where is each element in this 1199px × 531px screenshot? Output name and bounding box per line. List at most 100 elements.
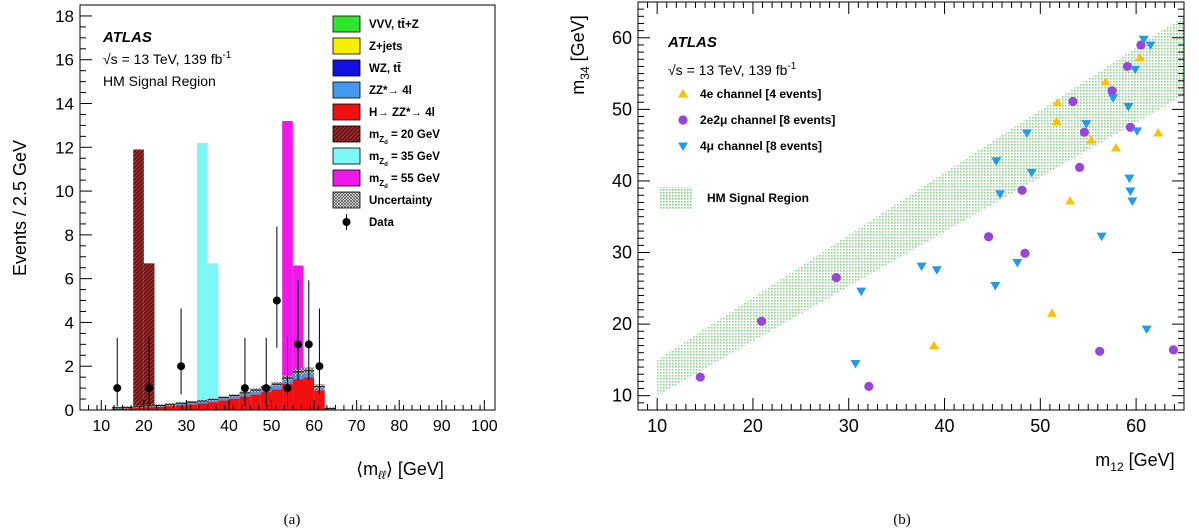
region-label-a: HM Signal Region <box>103 73 216 89</box>
event-marker-circle <box>756 316 767 326</box>
background-bar-h <box>154 406 166 410</box>
histogram-axis-ticks: 10 20 30 40 50 60 70 80 90 100 0 2 4 6 8 10 12 14 16 18 <box>55 7 498 435</box>
legend-label: mZd = 20 GeV <box>369 129 440 146</box>
data-point <box>113 384 122 393</box>
legend-label: H→ ZZ*→ 4l <box>369 107 435 119</box>
y-tick-label: 12 <box>55 138 74 157</box>
signal-region-band <box>657 16 1184 396</box>
event-marker-circle <box>1107 86 1117 96</box>
y-tick-label: 10 <box>55 182 74 201</box>
event-marker-triangle-down <box>991 157 1002 166</box>
background-bar-h <box>228 398 240 410</box>
event-marker-triangle-down <box>1138 35 1149 45</box>
event-marker-triangle-down <box>1012 259 1023 268</box>
x-axis-label-b: m12 [GeV] <box>1095 450 1174 474</box>
y-tick-label: 10 <box>612 386 632 406</box>
signal-region-band-area <box>657 16 1184 396</box>
x-tick-label: 60 <box>305 418 323 435</box>
legend-label: 2e2μ channel [8 events] <box>700 113 835 127</box>
y-tick-label: 4 <box>65 313 74 332</box>
event-marker-circle <box>831 272 841 283</box>
y-tick-label: 40 <box>612 171 632 191</box>
event-marker-circle <box>1017 185 1027 195</box>
event-marker-triangle-down <box>1108 94 1119 103</box>
background-bar-zz <box>175 403 187 406</box>
data-point <box>304 340 313 349</box>
energy-label-a: √s = 13 TeV, 139 fb-1 <box>103 50 232 67</box>
y-tick-label: 0 <box>65 401 74 420</box>
x-axis-label-a: ⟨mℓℓ⟩ [GeV] <box>356 459 444 482</box>
x-tick-label: 60 <box>1126 416 1146 436</box>
x-tick-label: 40 <box>935 416 955 436</box>
event-marker-triangle-down <box>856 287 867 297</box>
data-point <box>145 384 154 393</box>
legend-swatch <box>332 37 361 55</box>
scatter-points <box>695 35 1179 391</box>
x-tick-label: 10 <box>647 416 667 436</box>
background-bar-h <box>292 379 304 410</box>
event-marker-triangle-down <box>916 262 927 272</box>
event-marker-circle <box>1095 346 1105 356</box>
background-bar-zz <box>218 398 229 401</box>
legend-marker-circle <box>678 115 688 125</box>
x-tick-label: 20 <box>135 418 153 435</box>
background-bar-h <box>111 408 123 410</box>
legend-swatch <box>332 125 361 143</box>
event-marker-triangle-down <box>1026 168 1037 178</box>
x-tick-label: 10 <box>92 418 110 435</box>
atlas-label-b: ATLAS <box>667 34 717 51</box>
y-axis-label-a: Events / 2.5 GeV <box>10 140 30 276</box>
y-tick-label: 6 <box>65 270 74 289</box>
histogram-frame <box>79 4 496 411</box>
event-marker-circle <box>1079 127 1089 137</box>
legend-label: Data <box>369 217 395 229</box>
event-marker-triangle-down <box>1124 174 1135 184</box>
y-axis-label-b: m34 [GeV] <box>568 15 592 94</box>
background-bar-zz <box>250 390 261 395</box>
y-tick-label: 50 <box>612 99 632 119</box>
data-points <box>113 226 324 407</box>
signal-bar-55gev <box>282 121 293 410</box>
event-marker-triangle-up <box>1046 308 1057 317</box>
event-marker-triangle-down <box>990 281 1001 291</box>
background-bar-h <box>207 402 219 410</box>
legend-label: VVV, tt̄+Z <box>369 19 419 31</box>
x-tick-label: 50 <box>1030 416 1050 436</box>
legend-swatch <box>332 81 361 99</box>
legend-label: mZd = 55 GeV <box>369 173 440 190</box>
legend-label: Uncertainty <box>369 195 433 207</box>
legend-swatch <box>332 15 361 33</box>
panel-label-a: (a) <box>284 512 301 528</box>
legend-marker-triangle-up <box>678 89 688 98</box>
legend-swatch-uncertainty <box>332 191 361 209</box>
y-tick-label: 60 <box>612 28 632 48</box>
event-marker-triangle-down <box>995 190 1006 199</box>
background-bar-h <box>314 390 325 410</box>
event-marker-circle <box>1122 61 1133 72</box>
scatter-frame <box>637 1 1185 411</box>
legend-data-marker <box>342 218 351 226</box>
y-tick-label: 20 <box>612 314 632 334</box>
background-bar-h <box>143 407 155 410</box>
panel-label-b: (b) <box>893 512 911 528</box>
y-tick-label: 18 <box>55 7 74 26</box>
x-tick-label: 100 <box>471 418 498 435</box>
legend-label: 4μ channel [8 events] <box>700 139 822 153</box>
background-bar-zz <box>165 404 176 407</box>
y-tick-label: 8 <box>65 226 74 245</box>
event-marker-triangle-down <box>1081 120 1092 129</box>
event-marker-triangle-down <box>1123 103 1134 112</box>
atlas-label-a: ATLAS <box>102 29 152 46</box>
event-marker-circle <box>1125 122 1135 132</box>
x-tick-label: 40 <box>220 418 238 435</box>
event-marker-triangle-up <box>1065 195 1076 205</box>
x-tick-label: 90 <box>433 418 451 435</box>
legend-label: WZ, tt̄ <box>369 63 401 75</box>
background-bar-zz <box>271 385 283 390</box>
background-bar-h <box>186 404 198 410</box>
signal-bar-20gev <box>133 149 144 410</box>
event-marker-triangle-down <box>1125 187 1136 196</box>
event-marker-triangle-down <box>1130 65 1141 75</box>
event-marker-circle <box>1068 96 1078 107</box>
